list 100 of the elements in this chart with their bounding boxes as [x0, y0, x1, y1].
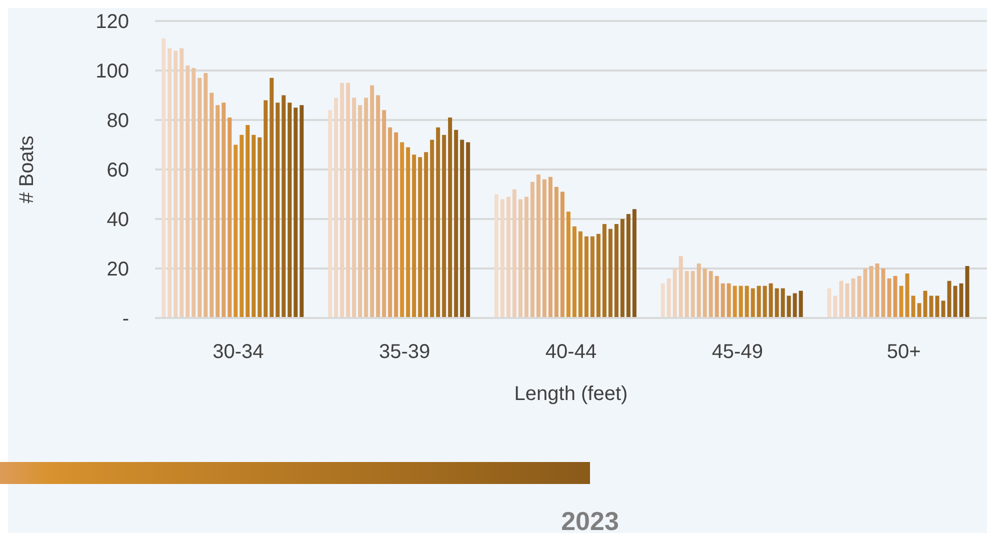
bar — [180, 48, 184, 318]
bar — [300, 105, 304, 318]
bar — [466, 142, 470, 318]
bar — [424, 152, 428, 318]
bar — [756, 286, 761, 318]
bar — [536, 174, 540, 318]
x-tick-label: 40-44 — [545, 341, 597, 364]
y-tick-label: 100 — [96, 60, 129, 83]
x-axis-title: Length (feet) — [514, 383, 628, 405]
bar — [911, 296, 916, 318]
bar — [762, 286, 767, 318]
bar — [786, 296, 791, 318]
bar — [620, 219, 624, 318]
bar — [548, 176, 552, 318]
bar — [512, 189, 516, 318]
bar — [690, 270, 695, 318]
bar — [198, 78, 202, 318]
bar — [738, 286, 743, 318]
bar — [524, 196, 528, 318]
bar — [388, 127, 392, 318]
bar — [672, 268, 677, 318]
bar — [412, 154, 416, 318]
bar — [186, 66, 190, 318]
bar — [352, 98, 356, 318]
bar — [905, 273, 910, 318]
y-tick-label: 40 — [106, 209, 129, 232]
bar — [518, 199, 522, 318]
bar — [708, 270, 713, 318]
bar — [394, 132, 398, 318]
bar — [947, 280, 952, 318]
bar — [929, 296, 934, 318]
bar — [714, 276, 719, 318]
y-tick-label: 120 — [96, 11, 129, 34]
bar — [162, 38, 166, 318]
y-tick-label: 60 — [106, 160, 129, 182]
bar — [750, 288, 755, 318]
bar — [554, 186, 558, 318]
bar — [965, 266, 970, 318]
bar — [863, 268, 868, 318]
text: 2023 — [560, 506, 620, 537]
bar — [294, 108, 298, 318]
bar — [210, 92, 214, 318]
bar — [780, 288, 785, 318]
bar — [887, 278, 892, 318]
bar — [959, 283, 964, 318]
bar — [370, 85, 374, 318]
bar — [500, 199, 504, 318]
y-tick-label: 80 — [106, 110, 129, 132]
bar — [851, 278, 856, 318]
y-tick-label: 20 — [106, 258, 129, 281]
bar — [893, 276, 898, 318]
bar — [270, 78, 274, 318]
bar — [252, 134, 256, 318]
y-axis-title: # Boats — [16, 136, 38, 204]
bar — [726, 283, 731, 318]
bar — [282, 95, 286, 318]
bar — [923, 290, 928, 318]
bar — [792, 293, 797, 318]
bar — [204, 72, 208, 318]
bar — [258, 137, 262, 318]
bar — [376, 95, 380, 318]
bar — [454, 130, 458, 318]
bar — [833, 296, 838, 318]
bar — [590, 236, 594, 318]
bar — [530, 182, 534, 318]
bar — [875, 264, 880, 318]
bar — [666, 278, 671, 318]
bar — [234, 144, 238, 318]
bar — [364, 98, 368, 318]
bar — [720, 283, 725, 318]
bar — [608, 228, 612, 318]
bar — [346, 82, 350, 318]
bar — [857, 276, 862, 318]
bar — [442, 134, 446, 318]
bar — [334, 98, 338, 318]
bar — [953, 286, 958, 318]
bar — [460, 140, 464, 318]
bar — [328, 110, 332, 318]
bar — [869, 266, 874, 318]
bar — [566, 212, 570, 318]
bar — [418, 157, 422, 318]
bar — [845, 283, 850, 318]
bar — [839, 280, 844, 318]
bar — [578, 231, 582, 318]
bar — [406, 147, 410, 318]
x-tick-label: 45-49 — [712, 341, 763, 364]
bar — [228, 118, 232, 318]
bar — [626, 214, 630, 318]
bar — [276, 102, 280, 318]
bar — [240, 134, 244, 318]
bar — [436, 127, 440, 318]
bar — [264, 100, 268, 318]
bar — [382, 110, 386, 318]
bar — [798, 290, 803, 318]
bar — [448, 118, 452, 318]
bar — [614, 224, 618, 318]
bar — [602, 224, 606, 318]
bar — [702, 268, 707, 318]
bar — [744, 286, 749, 318]
bar — [246, 124, 250, 318]
